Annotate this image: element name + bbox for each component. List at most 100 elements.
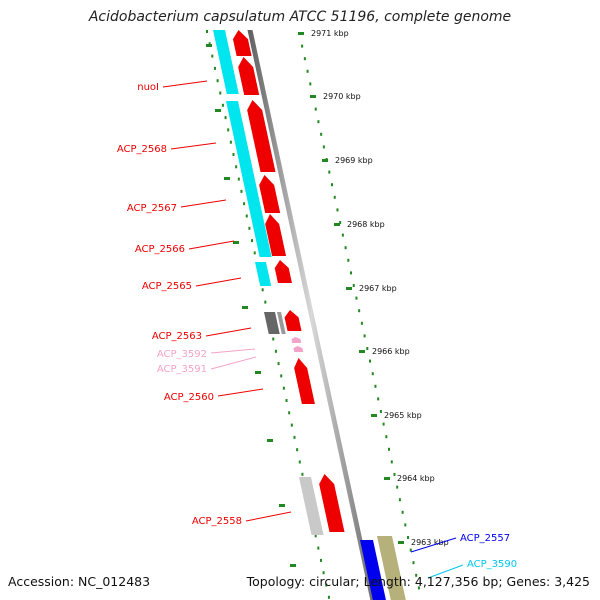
ring-dot xyxy=(245,214,248,218)
ring-dot xyxy=(344,246,347,250)
ring-dot xyxy=(347,258,350,262)
tick-mark xyxy=(346,287,352,290)
ring-dot xyxy=(280,374,283,378)
ring-dot xyxy=(240,189,243,193)
forward-gene-arrow xyxy=(294,358,315,404)
ring-dot xyxy=(272,337,275,341)
ring-dot xyxy=(371,372,374,376)
ring-dot xyxy=(355,296,358,300)
tick-mark xyxy=(384,477,390,480)
tick-mark xyxy=(322,159,328,162)
feature-label: nuoI xyxy=(137,82,159,93)
ring-dot xyxy=(301,44,304,48)
ring-dot xyxy=(248,226,251,230)
tick-label: 2966 kbp xyxy=(372,347,410,356)
forward-gene-arrow xyxy=(232,30,252,56)
tick-label: 2969 kbp xyxy=(335,156,373,165)
ring-dot xyxy=(341,233,344,237)
genome-backbone-line xyxy=(247,30,376,600)
ring-dot xyxy=(221,103,224,107)
ring-dot xyxy=(274,349,277,353)
tick-mark xyxy=(233,241,239,244)
ring-dot xyxy=(206,30,208,33)
ring-dot xyxy=(211,54,214,58)
reverse-gene-block xyxy=(226,101,272,257)
ring-dot xyxy=(303,57,306,61)
feature-label: ACP_2568 xyxy=(117,144,167,155)
ring-dot xyxy=(379,410,382,413)
feature-label: ACP_2563 xyxy=(152,331,202,342)
feature-label: ACP_2560 xyxy=(164,392,214,403)
tick-label: 2964 kbp xyxy=(397,474,435,483)
ring-dot xyxy=(261,288,264,292)
ring-dot xyxy=(235,165,238,169)
ring-dot xyxy=(374,384,377,388)
feature-label: ACP_2566 xyxy=(135,244,185,255)
ring-dot xyxy=(407,536,410,539)
ring-dot xyxy=(317,546,320,550)
reverse-gene-block xyxy=(255,262,272,286)
genome-backbone xyxy=(247,30,376,600)
tick-label: 2967 kbp xyxy=(359,284,397,293)
ring-dot xyxy=(309,82,312,86)
gene-block-olive xyxy=(377,536,406,600)
forward-gene-arrow xyxy=(319,474,345,532)
tick-mark xyxy=(359,350,365,353)
ring-dot xyxy=(325,583,328,587)
ring-dot xyxy=(243,202,246,206)
ring-dot xyxy=(264,300,267,304)
ring-dot xyxy=(298,460,301,464)
ring-dot xyxy=(398,498,401,502)
ring-dot xyxy=(317,120,320,124)
feature-labels: nuoI ACP_2568 ACP_2567 ACP_2566 ACP_2565 ACP_… xyxy=(117,80,517,579)
label-leader-line xyxy=(217,388,264,397)
ring-dot xyxy=(333,195,336,199)
ring-dot xyxy=(232,153,235,156)
ring-dot xyxy=(412,561,415,565)
tick-label: 2965 kbp xyxy=(384,411,422,420)
feature-label: ACP_3590 xyxy=(467,559,517,570)
ring-dot xyxy=(327,595,330,599)
ring-dot xyxy=(213,66,216,70)
ring-dot xyxy=(314,107,317,111)
feature-tracks xyxy=(213,30,406,600)
label-leader-line xyxy=(180,199,227,208)
label-leader-line xyxy=(245,511,292,522)
ring-dot xyxy=(216,79,219,83)
forward-gene-arrow xyxy=(259,175,281,213)
tick-label: 2971 kbp xyxy=(311,29,349,38)
ring-dot xyxy=(417,586,420,590)
tick-mark xyxy=(334,223,340,226)
rna-gene-arrow xyxy=(293,346,304,352)
ring-dot xyxy=(301,472,304,476)
tick-label: 2970 kbp xyxy=(323,92,361,101)
map-title: Acidobacterium capsulatum ATCC 51196, co… xyxy=(88,9,512,25)
ring-dot xyxy=(409,548,412,552)
ring-dot xyxy=(331,183,334,187)
label-leader-line xyxy=(427,564,464,579)
tick-mark xyxy=(215,109,221,112)
label-leader-line xyxy=(170,142,217,150)
feature-label: ACP_3591 xyxy=(157,364,207,375)
ring-dot xyxy=(366,347,369,350)
ring-dot xyxy=(319,558,322,562)
label-leader-line xyxy=(205,327,252,337)
ring-dot xyxy=(382,422,385,426)
tick-label: 2963 kbp xyxy=(411,538,449,547)
forward-gene-arrow xyxy=(247,100,276,172)
tick-mark xyxy=(255,371,261,374)
ring-dot xyxy=(388,447,391,451)
ring-dot xyxy=(390,460,393,464)
ring-dot xyxy=(322,145,325,149)
ring-dot xyxy=(314,534,317,538)
tick-mark xyxy=(224,177,230,180)
ring-dot xyxy=(227,128,230,132)
ring-dot xyxy=(296,448,299,452)
tick-mark xyxy=(371,414,377,417)
ring-dot xyxy=(288,411,291,415)
tick-mark xyxy=(206,44,212,47)
tick-mark xyxy=(298,32,304,35)
ring-dot xyxy=(415,573,418,577)
